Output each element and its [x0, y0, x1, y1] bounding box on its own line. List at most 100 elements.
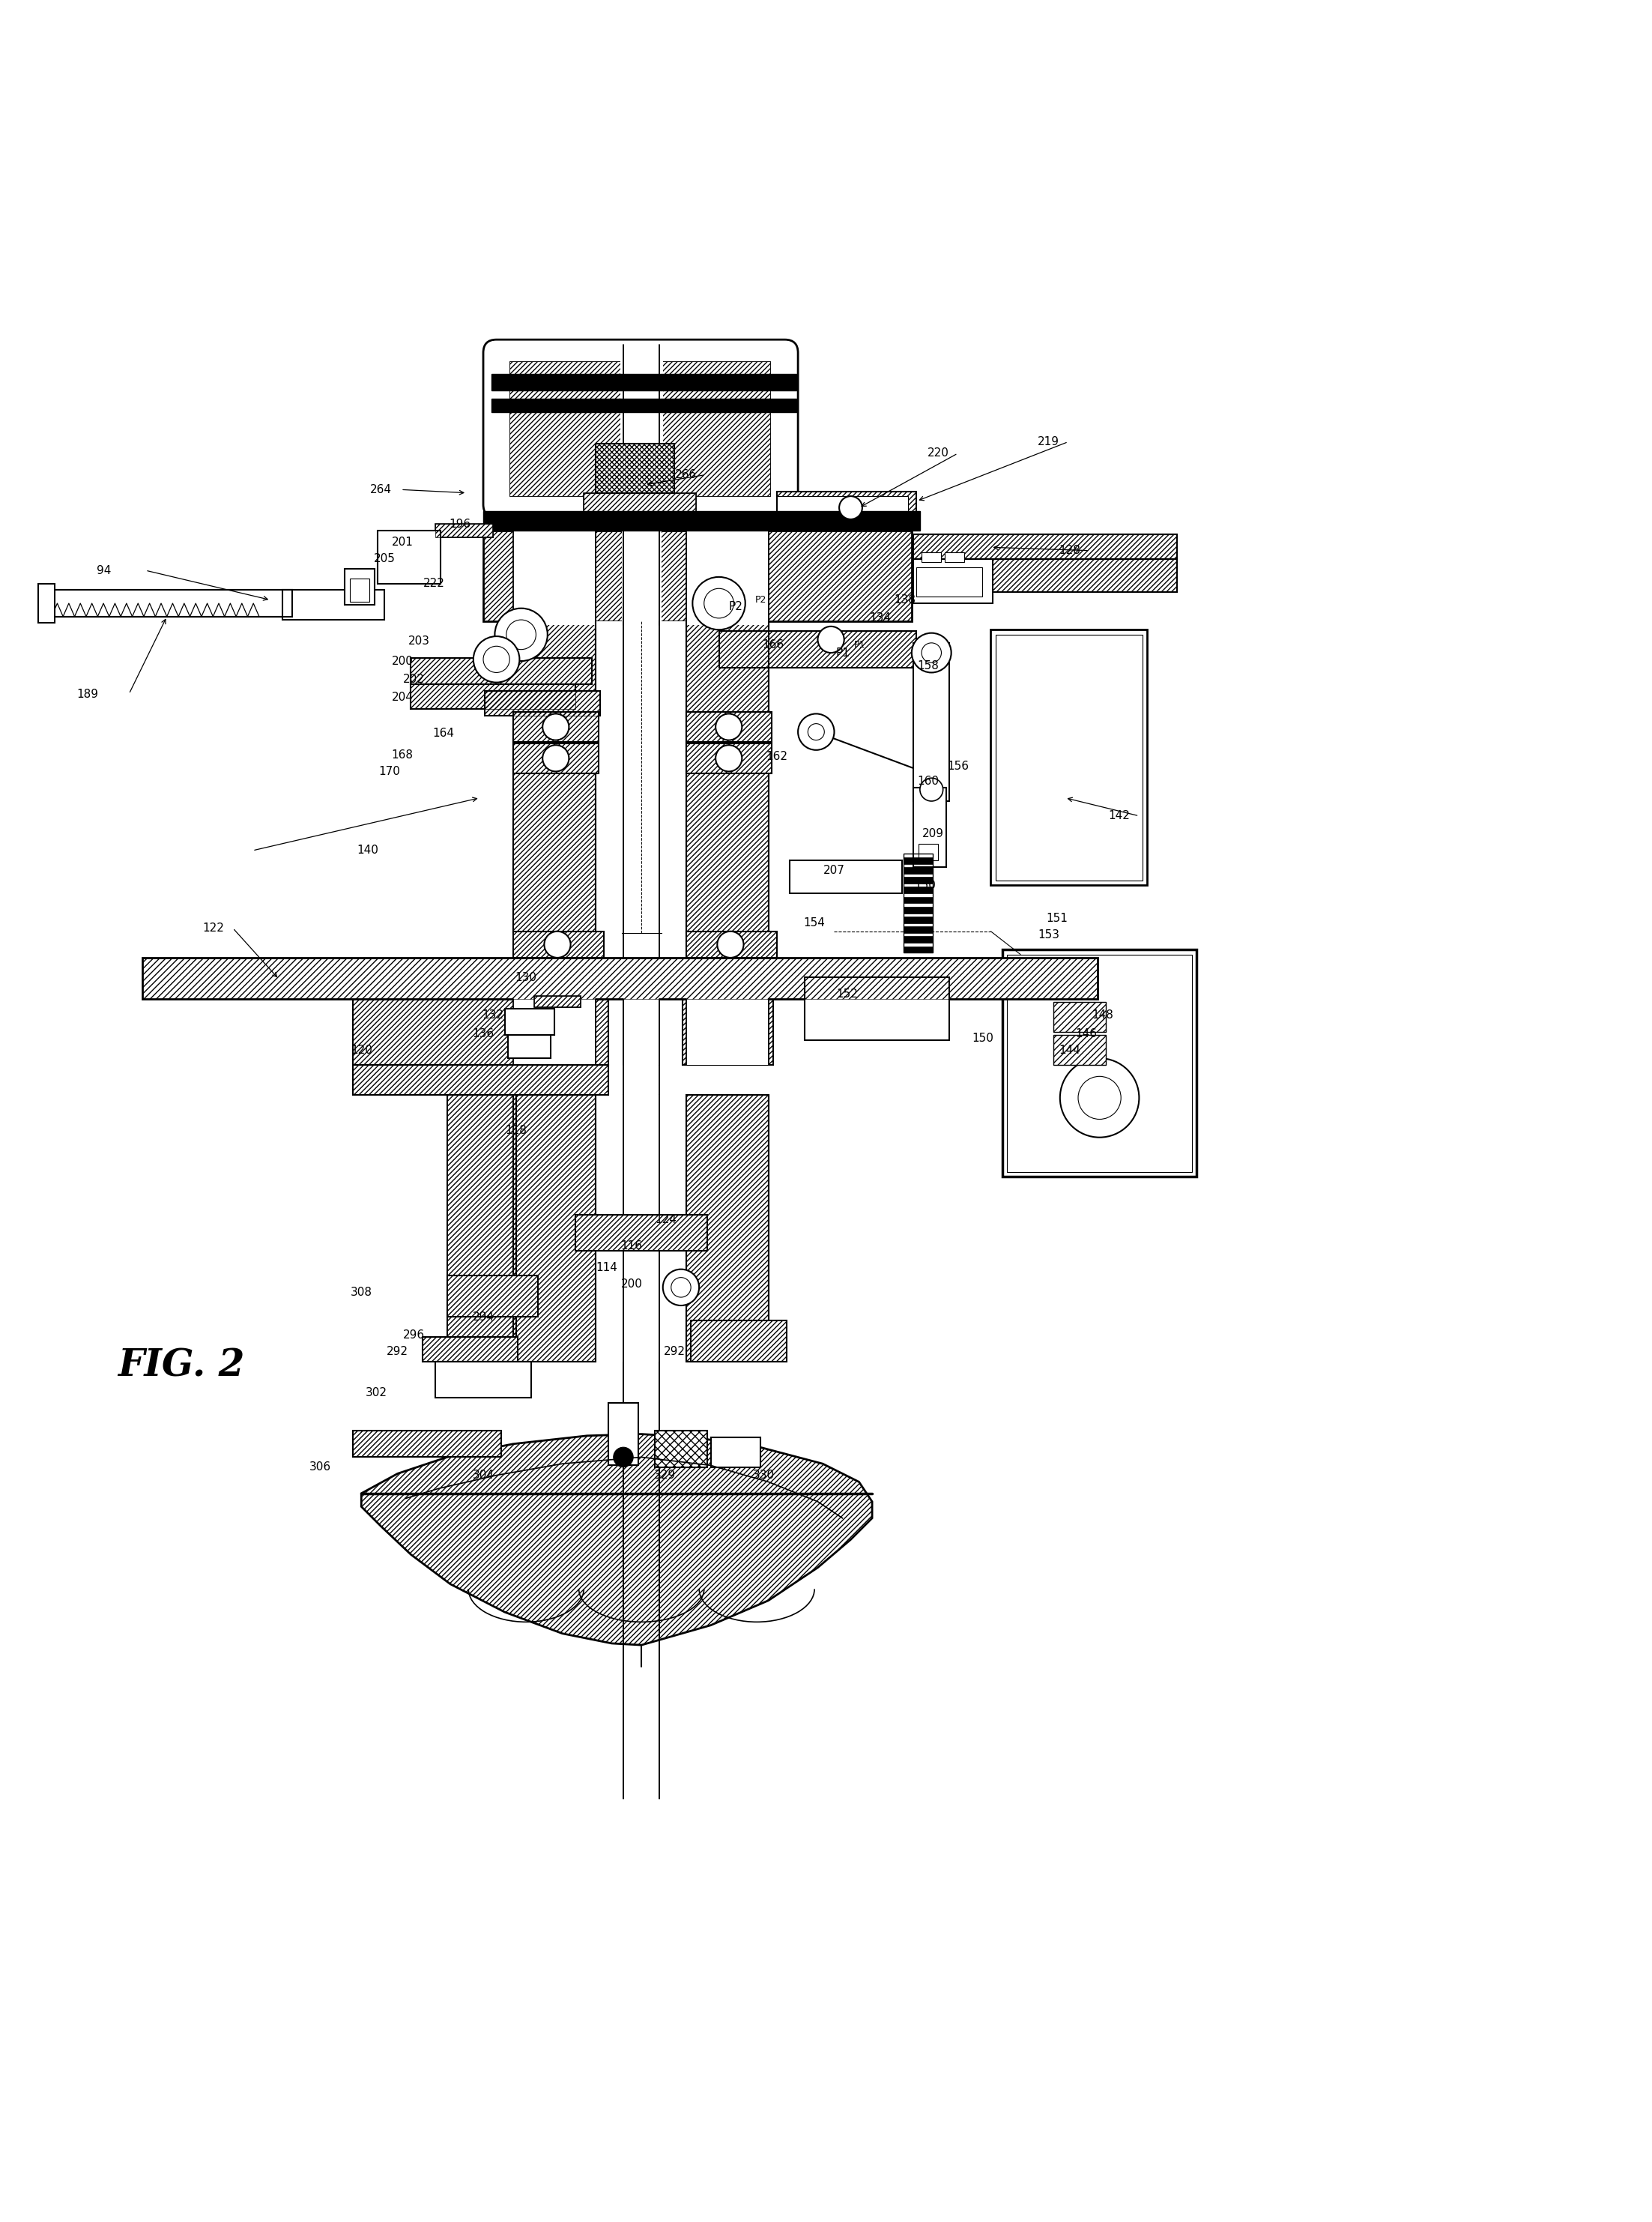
Bar	[691, 1320, 786, 1362]
Bar	[282, 591, 385, 620]
Text: 207: 207	[823, 864, 846, 875]
Bar	[448, 1275, 537, 1318]
Bar	[686, 522, 768, 624]
Text: 196: 196	[449, 518, 471, 529]
Bar	[575, 1215, 707, 1251]
Bar	[484, 531, 912, 622]
Bar	[686, 711, 771, 742]
Bar	[686, 995, 768, 1064]
Bar	[1054, 1035, 1107, 1064]
Circle shape	[798, 713, 834, 751]
Circle shape	[692, 578, 745, 629]
Bar	[904, 878, 933, 884]
Bar	[659, 622, 686, 933]
Text: P1: P1	[854, 640, 866, 649]
Text: 148: 148	[1092, 1009, 1113, 1022]
Circle shape	[1061, 1058, 1140, 1138]
Text: 134: 134	[869, 613, 890, 624]
Text: 202: 202	[403, 673, 425, 684]
Bar	[486, 691, 600, 715]
Text: 158: 158	[917, 660, 938, 671]
Bar	[945, 553, 965, 562]
Bar	[512, 995, 595, 1064]
Circle shape	[662, 1269, 699, 1307]
Text: 204: 204	[392, 691, 413, 702]
Bar	[904, 907, 933, 913]
Text: 118: 118	[506, 1124, 527, 1135]
Bar	[436, 1362, 530, 1398]
Bar	[512, 931, 603, 958]
Bar	[354, 1064, 608, 1095]
Bar	[686, 622, 768, 933]
Text: 264: 264	[370, 484, 392, 496]
Text: 209: 209	[922, 829, 943, 840]
Bar	[904, 887, 933, 893]
Bar	[350, 578, 370, 602]
Bar	[686, 1095, 768, 1362]
Bar	[914, 533, 1176, 558]
Bar	[904, 927, 933, 933]
Circle shape	[922, 642, 942, 662]
Bar	[423, 1338, 517, 1362]
Text: 168: 168	[392, 749, 413, 760]
Bar	[686, 931, 776, 958]
Polygon shape	[362, 1433, 872, 1644]
Text: 142: 142	[1108, 811, 1130, 822]
Bar	[917, 567, 983, 598]
Bar	[621, 522, 661, 624]
Bar	[682, 995, 773, 1064]
Text: 120: 120	[350, 1044, 372, 1055]
Bar	[904, 898, 933, 904]
Bar	[1054, 1035, 1107, 1064]
Bar	[686, 744, 771, 773]
Bar	[583, 493, 695, 522]
Circle shape	[715, 713, 742, 740]
Bar	[904, 935, 933, 942]
Bar	[411, 658, 591, 684]
Text: 292: 292	[664, 1347, 686, 1358]
Bar	[583, 493, 695, 522]
Circle shape	[542, 713, 568, 740]
Bar	[996, 635, 1143, 880]
Text: 124: 124	[656, 1213, 677, 1224]
Bar	[534, 995, 580, 1007]
Bar	[512, 711, 598, 742]
Text: 205: 205	[373, 553, 395, 564]
Circle shape	[474, 635, 519, 682]
Bar	[682, 995, 773, 1064]
Bar	[904, 947, 933, 953]
Bar	[411, 684, 575, 709]
Text: 308: 308	[350, 1287, 372, 1298]
Bar	[914, 789, 947, 867]
Text: 162: 162	[765, 751, 788, 762]
Circle shape	[542, 744, 568, 771]
Bar	[411, 684, 575, 709]
Bar	[575, 1215, 707, 1251]
Bar	[354, 1064, 608, 1095]
Bar	[686, 622, 768, 933]
Circle shape	[496, 609, 547, 660]
Circle shape	[484, 647, 509, 673]
Text: 150: 150	[971, 1033, 993, 1044]
Text: 329: 329	[654, 1469, 676, 1480]
Text: P1: P1	[836, 647, 849, 658]
Circle shape	[808, 724, 824, 740]
Text: 150: 150	[914, 880, 935, 891]
Bar	[595, 444, 674, 493]
Bar	[595, 622, 686, 933]
Text: 132: 132	[482, 1009, 504, 1022]
Text: 136: 136	[472, 1029, 494, 1040]
Bar	[512, 622, 595, 933]
Text: 164: 164	[433, 729, 454, 740]
Text: 296: 296	[403, 1329, 425, 1340]
Bar	[423, 1338, 517, 1362]
Bar	[686, 711, 771, 742]
Bar	[914, 558, 993, 604]
Bar	[48, 591, 292, 615]
Bar	[790, 860, 902, 893]
Text: 292: 292	[387, 1347, 408, 1358]
Bar	[686, 931, 776, 958]
Text: 222: 222	[423, 578, 444, 589]
Bar	[492, 400, 796, 411]
Text: 304: 304	[472, 1469, 494, 1480]
